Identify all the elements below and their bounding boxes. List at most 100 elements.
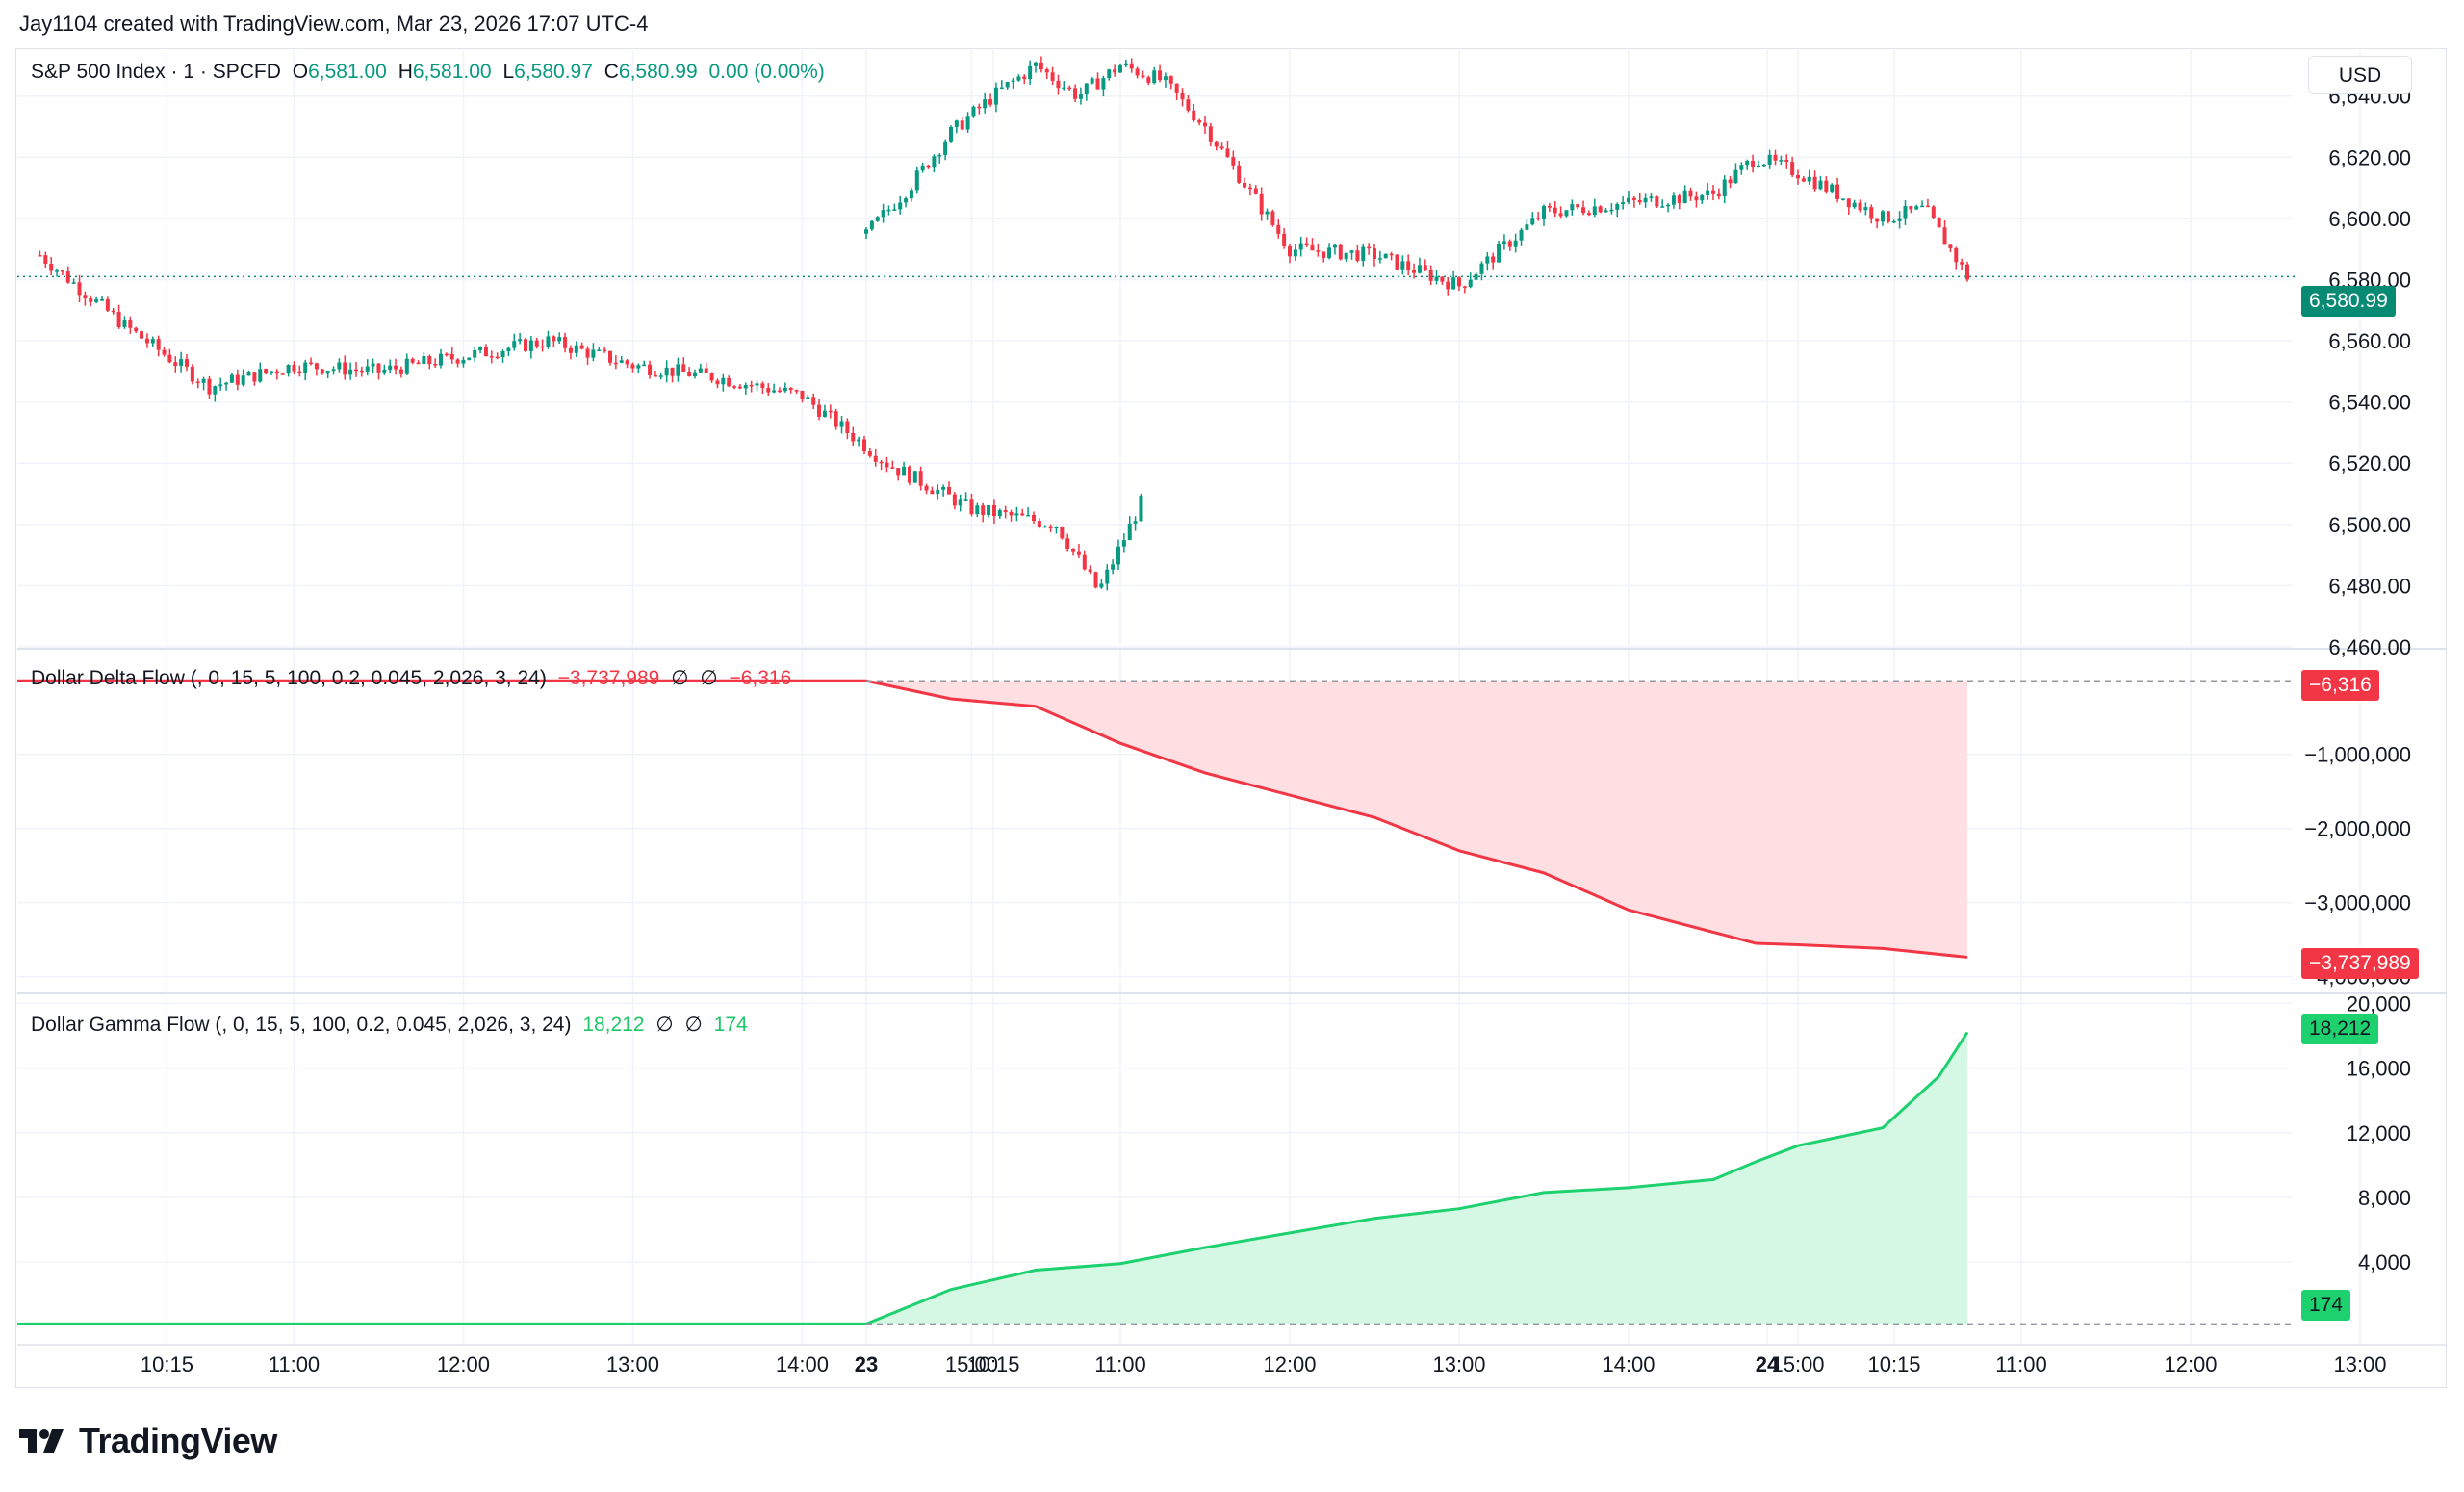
y-tick-label: 12,000	[2347, 1121, 2411, 1145]
candle-body	[1627, 197, 1630, 203]
candle-body	[1338, 244, 1343, 260]
candle-body	[822, 410, 827, 417]
candle-body	[1417, 265, 1422, 273]
candle-body	[71, 282, 76, 284]
candle-body	[1316, 250, 1321, 252]
candle-body	[416, 362, 421, 365]
candle-body	[1349, 250, 1354, 253]
candle-body	[1003, 510, 1008, 513]
candle-body	[1863, 207, 1868, 211]
currency-button[interactable]: USD	[2308, 56, 2412, 94]
candle-body	[325, 371, 330, 374]
x-tick-label: 11:00	[1995, 1352, 2046, 1376]
x-tick-label: 11:00	[1094, 1352, 1145, 1376]
candle-body	[518, 339, 523, 342]
candle-body	[1037, 521, 1041, 527]
candle-body	[963, 499, 968, 501]
candle-body	[715, 380, 720, 385]
candle-body	[1965, 264, 1969, 280]
candle-body	[1060, 527, 1065, 539]
candle-body	[613, 362, 618, 365]
candle-body	[909, 190, 913, 199]
candle-body	[55, 270, 60, 272]
candle-body	[1530, 218, 1535, 225]
candle-body	[1129, 63, 1134, 69]
candle-body	[676, 364, 680, 376]
delta-current-tag: −6,316	[2301, 670, 2379, 701]
candle-body	[122, 320, 127, 327]
candle-body	[1332, 244, 1337, 248]
candle-body	[965, 116, 970, 130]
candle-body	[1434, 276, 1439, 281]
candle-body	[918, 471, 923, 486]
candle-body	[1020, 513, 1025, 516]
candle-body	[1637, 199, 1642, 203]
candle-body	[879, 461, 884, 464]
candle-body	[920, 165, 925, 171]
candle-body	[1139, 495, 1143, 522]
candle-body	[772, 390, 777, 393]
y-tick-label: 6,460.00	[2328, 635, 2411, 659]
delta-legend[interactable]: Dollar Delta Flow (, 0, 15, 5, 100, 0.2,…	[31, 666, 797, 690]
candle-body	[867, 451, 872, 456]
candle-body	[597, 349, 602, 352]
candle-body	[1032, 514, 1036, 522]
candle-body	[246, 372, 251, 376]
candle-body	[1009, 512, 1014, 516]
y-tick-label: 6,480.00	[2328, 574, 2411, 598]
candle-body	[1121, 540, 1126, 547]
candle-body	[179, 359, 184, 366]
candle-body	[1186, 99, 1191, 111]
candle-body	[1485, 256, 1490, 264]
delta-indicator-title[interactable]: Dollar Delta Flow (, 0, 15, 5, 100, 0.2,…	[31, 667, 547, 689]
candle-body	[500, 350, 505, 358]
candle-body	[1558, 213, 1563, 217]
candle-body	[800, 390, 805, 399]
candle-body	[1886, 211, 1890, 222]
candle-body	[1071, 548, 1076, 552]
candle-body	[1502, 241, 1506, 244]
candle-body	[977, 106, 982, 109]
gamma-legend[interactable]: Dollar Gamma Flow (, 0, 15, 5, 100, 0.2,…	[31, 1013, 754, 1037]
tradingview-logo[interactable]: TradingView	[19, 1421, 277, 1461]
candle-body	[653, 374, 657, 377]
gamma-indicator-title[interactable]: Dollar Gamma Flow (, 0, 15, 5, 100, 0.2,…	[31, 1014, 572, 1036]
gamma-na-2: ∅	[684, 1014, 703, 1036]
candle-body	[1288, 245, 1292, 257]
x-tick-label: 23	[855, 1352, 878, 1376]
candle-body	[1208, 126, 1213, 142]
candle-body	[1479, 263, 1484, 274]
candle-body	[828, 410, 833, 413]
candle-body	[258, 369, 263, 382]
y-tick-label: 6,620.00	[2328, 145, 2411, 169]
candle-body	[1801, 178, 1806, 182]
gamma-flow	[17, 1031, 2295, 1325]
main-legend[interactable]: S&P 500 Index · 1 · SPCFD O6,581.00 H6,5…	[31, 61, 831, 84]
candle-body	[936, 489, 940, 495]
gamma-y-axis: 4,000 8,000 12,000 16,000 20,000	[2347, 991, 2411, 1274]
candle-body	[1180, 92, 1185, 100]
candle-body	[1065, 538, 1070, 549]
candle-body	[235, 374, 240, 385]
y-tick-label: 6,560.00	[2328, 329, 2411, 353]
candle-body	[904, 198, 909, 203]
candle-body	[1536, 218, 1541, 219]
candle-body	[1507, 241, 1512, 247]
candle-body	[1807, 176, 1811, 182]
candle-body	[1570, 204, 1575, 211]
candle-body	[506, 347, 511, 351]
candle-body	[991, 504, 996, 517]
candle-body	[224, 382, 229, 385]
candle-body	[1367, 246, 1372, 249]
candle-body	[625, 360, 629, 365]
candle-body	[636, 365, 641, 369]
candle-body	[309, 362, 314, 365]
y-tick-label: 6,520.00	[2328, 451, 2411, 476]
x-tick-label: 12:00	[2164, 1352, 2217, 1376]
candle-body	[1474, 273, 1478, 280]
candle-body	[241, 375, 245, 385]
candle-body	[1468, 279, 1473, 288]
symbol-label[interactable]: S&P 500 Index · 1 · SPCFD	[31, 61, 281, 83]
candle-body	[975, 505, 980, 515]
candle-body	[658, 375, 663, 377]
